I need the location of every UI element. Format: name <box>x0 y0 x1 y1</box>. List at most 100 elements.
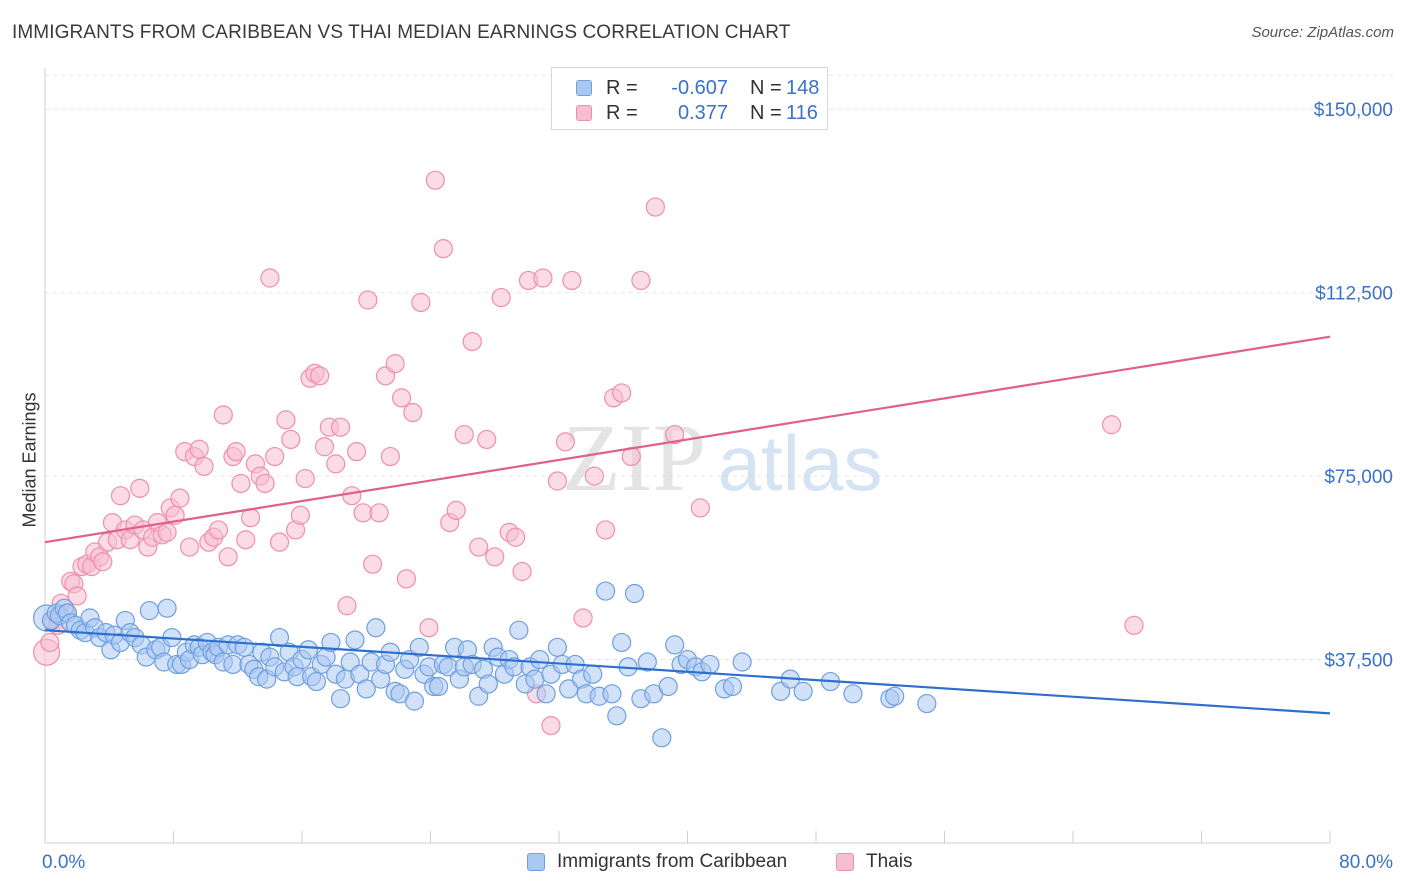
thai-point <box>555 432 576 452</box>
caribbean-point <box>602 684 622 704</box>
thai-point <box>342 486 362 506</box>
caribbean-point <box>139 601 160 621</box>
caribbean-point <box>658 676 678 697</box>
thai-point <box>391 388 412 408</box>
x-tick-label-min: 0.0% <box>42 852 86 873</box>
thai-point <box>595 520 616 540</box>
thai-point <box>1124 615 1144 635</box>
thai-point <box>541 715 561 736</box>
caribbean-point <box>547 637 567 657</box>
legend-r-value: 0.377 <box>677 101 728 124</box>
legend-r-value: -0.607 <box>671 76 728 99</box>
legend-row-caribbean: R = -0.607 N = 148 <box>576 76 819 100</box>
thai-point <box>330 417 351 437</box>
caribbean-point <box>509 620 529 640</box>
caribbean-point <box>525 669 545 689</box>
thai-point <box>218 547 238 567</box>
thai-point <box>276 410 296 430</box>
trend-lines <box>44 335 1331 715</box>
caribbean-point <box>722 676 743 697</box>
y-tick-labels: $37,500 $75,000 $112,500 $150,000 <box>1314 100 1393 671</box>
thai-point <box>396 569 417 589</box>
axes <box>44 68 1331 844</box>
y-tick-label: $112,500 <box>1315 284 1393 305</box>
caribbean-point <box>345 630 365 650</box>
thai-point <box>380 446 400 467</box>
caribbean-point <box>885 686 905 706</box>
legend-swatch-caribbean <box>576 80 592 96</box>
thai-point <box>290 505 310 525</box>
thai-point <box>281 429 301 450</box>
thai-point <box>403 402 423 423</box>
thai-point <box>491 287 511 308</box>
series-swatch-caribbean <box>527 853 545 871</box>
thai-point <box>363 554 383 574</box>
thai-point <box>194 456 214 476</box>
caribbean-point <box>321 632 341 653</box>
thai-point <box>170 488 190 508</box>
thai-point <box>231 473 251 494</box>
caribbean-point <box>793 681 813 701</box>
legend-row-thai: R = 0.377 N = 116 <box>576 101 818 125</box>
thai-point <box>547 471 567 491</box>
caribbean-point <box>624 583 645 604</box>
series-label-caribbean: Immigrants from Caribbean <box>557 851 788 872</box>
thai-point <box>425 170 445 190</box>
thai-point <box>310 366 330 386</box>
series-label-thai: Thais <box>866 851 913 872</box>
thai-point <box>353 503 373 523</box>
caribbean-point <box>612 632 632 653</box>
watermark-atlas: atlas <box>718 419 883 507</box>
thai-point <box>236 530 256 550</box>
x-tick-label-max: 80.0% <box>1339 852 1393 873</box>
thai-point <box>265 446 285 467</box>
thai-point <box>506 527 526 547</box>
thai-point <box>462 331 482 352</box>
caribbean-point <box>637 652 657 672</box>
caribbean-point <box>223 654 243 675</box>
caribbean-point <box>583 664 603 684</box>
thai-point <box>269 532 290 552</box>
thai-point <box>1101 415 1122 435</box>
caribbean-point <box>366 618 386 638</box>
thai-point <box>446 500 466 520</box>
caribbean-point <box>356 679 376 699</box>
caribbean-point <box>665 635 685 655</box>
thai-point <box>512 561 532 582</box>
legend-n-label: N = <box>750 101 782 124</box>
series-legend-thai: Thais <box>836 851 912 873</box>
caribbean-point <box>559 679 579 699</box>
caribbean-point <box>607 706 627 726</box>
thai-point <box>326 454 346 474</box>
caribbean-point <box>306 671 327 692</box>
thai-point <box>130 478 150 498</box>
thai-point <box>110 486 131 506</box>
caribbean-point <box>536 684 556 704</box>
legend-n-label: N = <box>750 76 782 99</box>
caribbean-point <box>843 684 863 704</box>
legend-swatch-thai <box>576 105 592 121</box>
thai-point <box>645 197 665 217</box>
thai-point <box>337 596 357 616</box>
thai-point <box>255 473 275 494</box>
caribbean-point <box>409 637 429 657</box>
caribbean-point <box>917 693 937 714</box>
caribbean-point <box>330 689 351 709</box>
y-tick-label: $37,500 <box>1324 651 1393 672</box>
caribbean-point <box>478 674 498 694</box>
thai-point <box>67 586 87 606</box>
legend-r-label: R = <box>606 76 638 99</box>
caribbean-point <box>234 637 254 657</box>
thai-point <box>385 354 405 374</box>
thai-point <box>612 383 632 403</box>
thai-trend-line <box>44 335 1331 544</box>
correlation-legend: R = -0.607 N = 148 R = 0.377 N = 116 <box>551 67 828 130</box>
thai-point <box>179 537 200 557</box>
thai-point <box>157 522 177 542</box>
caribbean-trend-line <box>44 629 1331 715</box>
thai-point <box>485 547 505 567</box>
thai-point <box>573 608 593 628</box>
series-swatch-thai <box>836 853 854 871</box>
caribbean-point <box>157 598 177 618</box>
